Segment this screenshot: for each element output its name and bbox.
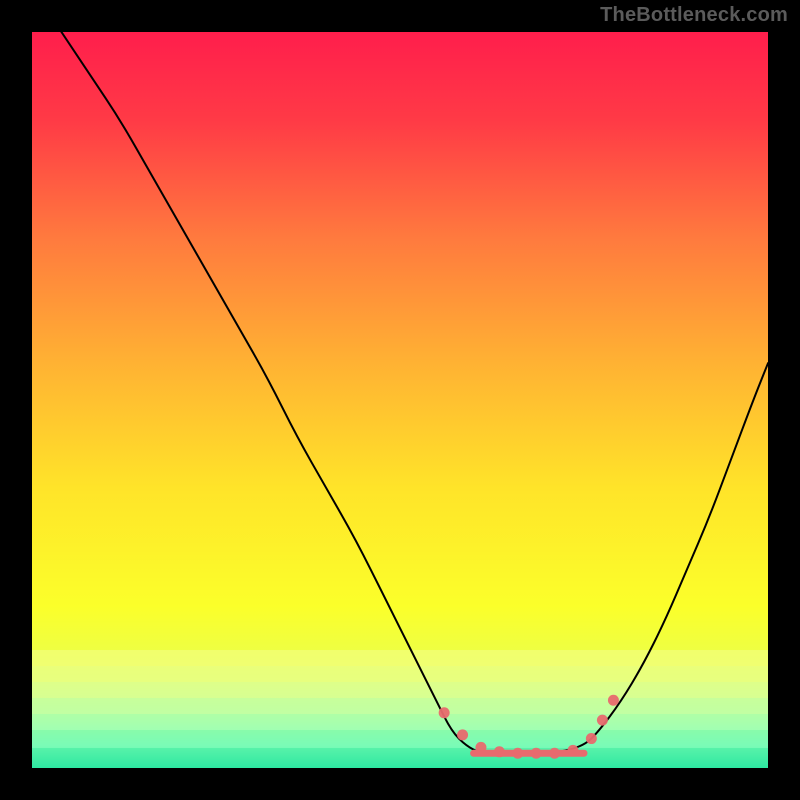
valley-marker <box>512 748 523 759</box>
valley-marker <box>567 745 578 756</box>
valley-marker <box>494 746 505 757</box>
valley-marker <box>475 742 486 753</box>
valley-marker <box>608 695 619 706</box>
valley-marker <box>439 707 450 718</box>
plot-area <box>32 32 768 768</box>
valley-markers <box>439 695 619 759</box>
valley-marker <box>457 729 468 740</box>
chart-svg <box>32 32 768 768</box>
valley-marker <box>597 715 608 726</box>
valley-marker <box>586 733 597 744</box>
valley-marker <box>531 748 542 759</box>
watermark-text: TheBottleneck.com <box>600 4 788 27</box>
bottleneck-curve <box>61 32 768 753</box>
valley-marker <box>549 748 560 759</box>
